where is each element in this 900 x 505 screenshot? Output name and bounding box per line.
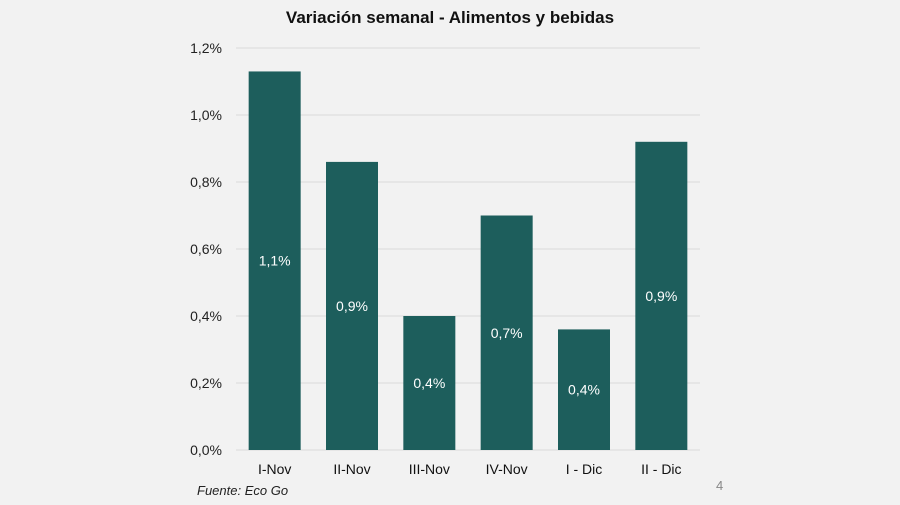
data-label: 0,9%	[336, 298, 368, 314]
x-tick-label: I - Dic	[566, 461, 603, 477]
bar	[403, 316, 456, 450]
x-tick-label: II - Dic	[641, 461, 681, 477]
data-label: 1,1%	[259, 253, 291, 269]
page-number: 4	[716, 478, 724, 493]
y-tick-label: 0,8%	[190, 174, 222, 190]
bar	[558, 329, 610, 450]
y-tick-label: 0,0%	[190, 442, 222, 458]
x-tick-label: I-Nov	[258, 461, 291, 477]
x-tick-label: II-Nov	[333, 461, 370, 477]
data-label: 0,4%	[413, 375, 445, 391]
y-tick-label: 0,2%	[190, 375, 222, 391]
data-label: 0,7%	[491, 325, 523, 341]
x-tick-label: IV-Nov	[486, 461, 528, 477]
y-tick-label: 0,4%	[190, 308, 222, 324]
data-label: 0,9%	[645, 288, 677, 304]
y-tick-label: 1,2%	[190, 40, 222, 56]
data-label: 0,4%	[568, 382, 600, 398]
chart-title: Variación semanal - Alimentos y bebidas	[285, 8, 615, 27]
y-tick-label: 1,0%	[190, 107, 222, 123]
bar	[635, 141, 688, 451]
y-tick-label: 0,6%	[190, 241, 222, 257]
bar	[248, 71, 301, 450]
bar	[480, 215, 533, 450]
source-note: Fuente: Eco Go	[197, 483, 289, 498]
bar	[326, 161, 378, 450]
x-tick-label: III-Nov	[409, 461, 450, 477]
